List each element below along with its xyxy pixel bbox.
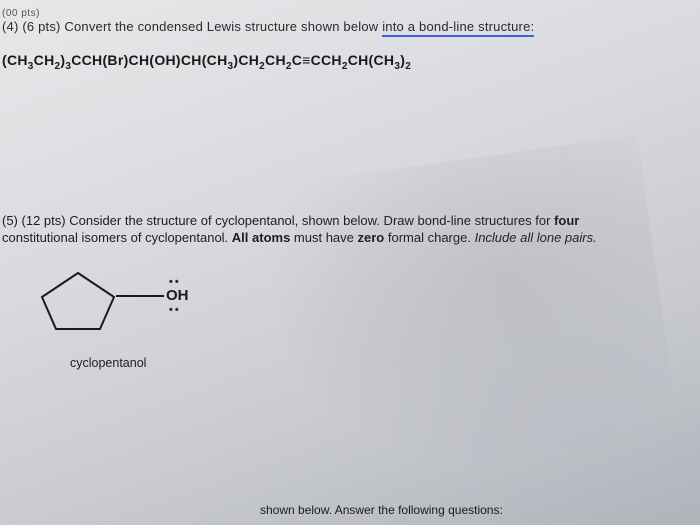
q4-text-a: Convert the condensed Lewis structure sh… [64,19,382,34]
condensed-formula: (CH3CH2)3CCH(Br)CH(OH)CH(CH3)CH2CH2C≡CCH… [0,38,700,72]
q5-zero: zero [358,230,385,245]
q4-points: (6 pts) [22,19,60,34]
pentagon-ring: •• OH •• [38,269,118,338]
cutoff-text-bottom: shown below. Answer the following questi… [260,503,503,517]
q5-lone-pairs: Include all lone pairs. [475,230,597,245]
q5-points: (12 pts) [22,213,66,228]
question-4-prompt: (4) (6 pts) Convert the condensed Lewis … [0,19,700,38]
q5-text-b: constitutional isomers of cyclopentanol. [2,230,232,245]
question-5-prompt: (5) (12 pts) Consider the structure of c… [0,212,700,247]
q5-four: four [554,213,579,228]
q5-text-a: Consider the structure of cyclopentanol,… [69,213,554,228]
q5-text-c: must have [290,230,357,245]
molecule-name: cyclopentanol [38,338,700,370]
q4-text-b: into a bond-line structure: [382,19,534,37]
q5-number: (5) [2,213,18,228]
answer-space-q4 [0,72,700,212]
lone-pair-bottom: •• [169,304,181,316]
q4-number: (4) [2,19,19,34]
oh-bond [116,295,164,297]
oh-label: OH [166,287,189,304]
q5-all-atoms: All atoms [232,230,291,245]
q5-text-d: formal charge. [384,230,474,245]
pentagon-svg [38,269,118,333]
pentagon-shape [42,273,114,329]
cyclopentanol-structure: •• OH •• cyclopentanol [0,247,700,370]
cutoff-text-top: (00 pts) [0,8,700,19]
